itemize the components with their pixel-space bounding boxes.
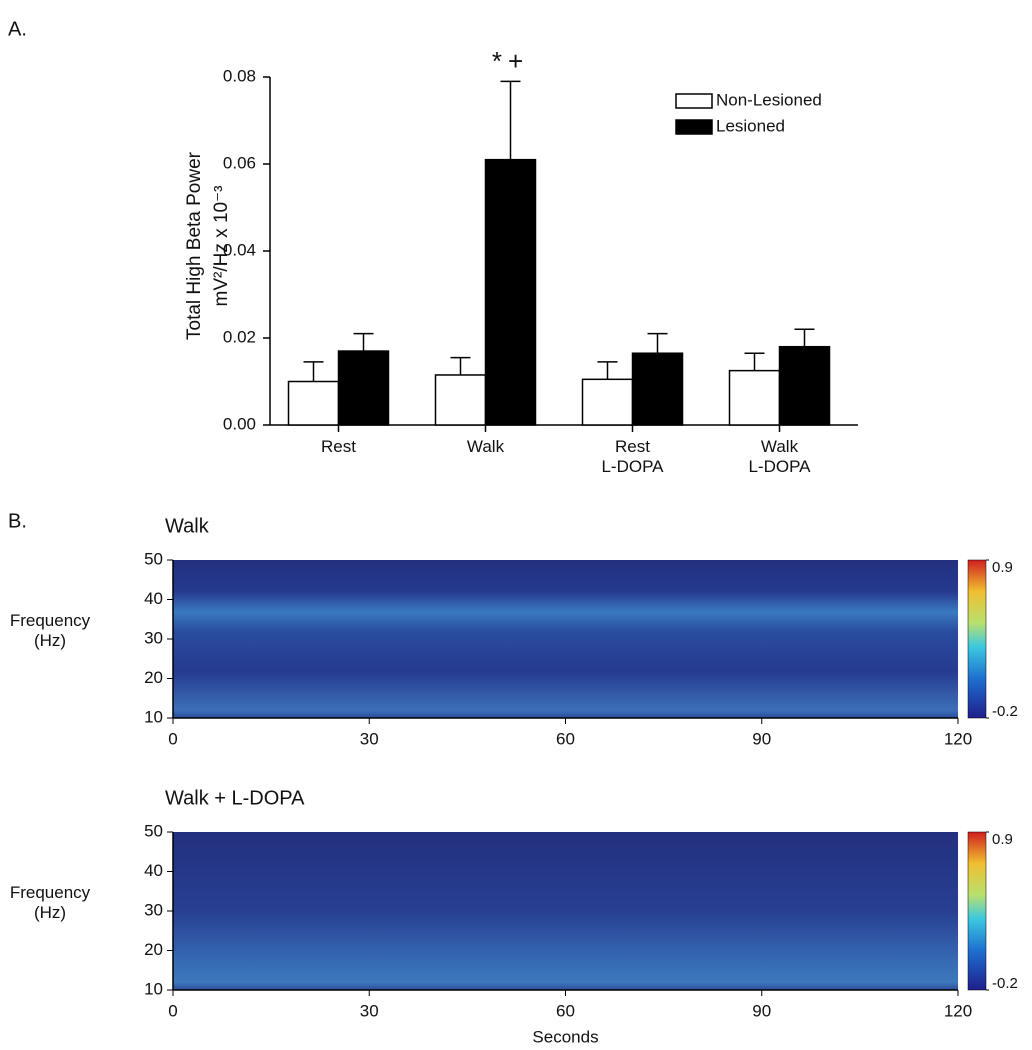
x-tick-label: 0	[168, 1001, 177, 1020]
bar	[631, 352, 684, 426]
x-tick-label: 0	[168, 729, 177, 748]
legend-label: Non-Lesioned	[716, 90, 822, 109]
legend-label: Lesioned	[716, 116, 785, 135]
x-tick-label: 90	[752, 1001, 771, 1020]
x-tick-label: 120	[944, 729, 972, 748]
spectrogram	[173, 832, 958, 990]
bar	[484, 158, 537, 426]
colorbar-tick-label: 0.9	[992, 559, 1013, 576]
panel-label: B.	[8, 510, 27, 532]
x-tick-label: 60	[556, 1001, 575, 1020]
colorbar-tick-label: -0.2	[992, 975, 1018, 992]
bar	[337, 350, 390, 426]
x-axis-label: Seconds	[532, 1027, 598, 1046]
y-tick-label: 50	[144, 549, 163, 568]
bar	[778, 345, 831, 426]
y-tick-label: 40	[144, 589, 163, 608]
y-tick-label: 30	[144, 628, 163, 647]
y-tick-label: 0.06	[223, 153, 256, 172]
bar	[434, 374, 487, 426]
x-tick-label: 30	[360, 1001, 379, 1020]
spectrogram	[173, 560, 958, 718]
y-axis-label: Frequency (Hz)	[9, 883, 91, 922]
bar	[728, 369, 781, 426]
plot-title: Walk	[165, 515, 210, 537]
y-axis-label: mV²/Hz x 10⁻³	[211, 186, 232, 307]
x-tick-label: Walk	[466, 437, 505, 456]
y-tick-label: 20	[144, 940, 163, 959]
y-tick-label: 10	[144, 979, 163, 998]
colorbar-tick-label: 0.9	[992, 831, 1013, 848]
x-tick-label: Rest	[321, 437, 356, 456]
x-tick-label: 60	[556, 729, 575, 748]
x-tick-label: 120	[944, 1001, 972, 1020]
legend-swatch	[675, 119, 713, 135]
y-tick-label: 30	[144, 900, 163, 919]
y-tick-label: 0.08	[223, 66, 256, 85]
legend-swatch	[675, 93, 713, 109]
y-tick-label: 20	[144, 668, 163, 687]
panel-label: A.	[8, 18, 27, 40]
y-tick-label: 0.00	[223, 414, 256, 433]
colorbar	[967, 559, 987, 719]
y-axis-label: Frequency (Hz)	[9, 611, 91, 650]
x-tick-label: Rest L-DOPA	[601, 437, 664, 476]
y-tick-label: 40	[144, 861, 163, 880]
annotation: *+	[492, 46, 529, 76]
y-tick-label: 0.04	[223, 240, 256, 259]
colorbar	[967, 831, 987, 991]
y-tick-label: 0.02	[223, 327, 256, 346]
x-tick-label: 30	[360, 729, 379, 748]
colorbar-tick-label: -0.2	[992, 703, 1018, 720]
x-tick-label: 90	[752, 729, 771, 748]
plot-title: Walk + L-DOPA	[165, 787, 305, 809]
y-tick-label: 10	[144, 707, 163, 726]
y-axis-label: Total High Beta Power	[184, 151, 205, 340]
bar	[581, 378, 634, 426]
y-tick-label: 50	[144, 821, 163, 840]
x-tick-label: Walk L-DOPA	[748, 437, 811, 476]
bar	[287, 380, 340, 426]
